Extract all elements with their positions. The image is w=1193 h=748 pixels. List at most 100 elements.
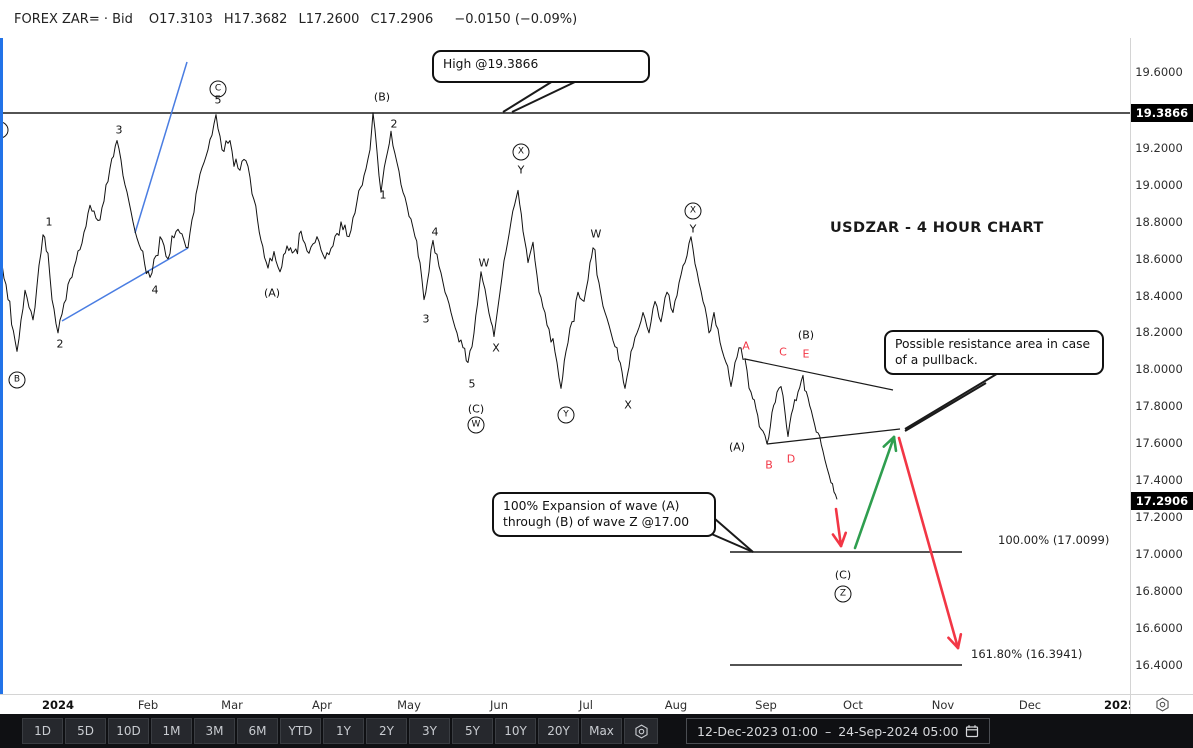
range-button-1y[interactable]: 1Y (323, 718, 364, 744)
wave-label-(A): (A) (263, 286, 281, 300)
circled-wave-label-X: X (512, 143, 530, 161)
range-button-10y[interactable]: 10Y (495, 718, 536, 744)
circled-wave-label-X: X (684, 202, 702, 220)
red-impulse-down (834, 507, 843, 548)
wave-label-3: 3 (422, 312, 430, 326)
range-button-1d[interactable]: 1D (22, 718, 63, 744)
range-button-6m[interactable]: 6M (237, 718, 278, 744)
channel-lower (61, 247, 189, 322)
wave-label-4: 4 (151, 283, 159, 297)
wave-label-1: 1 (379, 188, 387, 202)
range-button-10d[interactable]: 10D (108, 718, 149, 744)
high-callout-tail-2 (511, 80, 578, 113)
time-axis-label-2024: 2024 (41, 698, 75, 712)
axis-settings-corner[interactable] (1130, 695, 1193, 714)
settings-icon (634, 723, 648, 739)
time-axis-label-aug: Aug (664, 698, 688, 712)
wave-label-2: 2 (390, 117, 398, 131)
wave-label-(B): (B) (373, 90, 391, 104)
price-axis-label: 17.6000 (1135, 436, 1183, 450)
wave-label-X: X (624, 398, 632, 412)
price-axis-label: 18.4000 (1135, 289, 1183, 303)
time-axis-label-apr: Apr (312, 698, 332, 712)
green-pullback-up-head (892, 435, 898, 453)
fib-level-label-161: 161.80% (16.3941) (971, 647, 1083, 661)
wave-label-2: 2 (56, 337, 64, 351)
wave-label-Y: Y (517, 163, 525, 177)
wave-label-C: C (779, 345, 787, 359)
time-axis[interactable]: 2024 Feb Mar Apr May Jun Jul Aug Sep Oct Nov Dec 202… (0, 694, 1193, 715)
high-callout-tail-1 (502, 80, 554, 113)
time-axis-label-mar: Mar (221, 698, 243, 712)
circled-wave-label-C: C (209, 80, 227, 98)
wave-label-1: 1 (45, 215, 53, 229)
range-button-20y[interactable]: 20Y (538, 718, 579, 744)
time-axis-label-feb: Feb (137, 698, 159, 712)
wave-label-5: 5 (214, 93, 222, 107)
price-axis-label: 18.0000 (1135, 362, 1183, 376)
range-button-ytd[interactable]: YTD (280, 718, 321, 744)
time-axis-label-nov: Nov (931, 698, 955, 712)
price-axis-label: 19.6000 (1135, 65, 1183, 79)
ohlc-value: L17.2600 (298, 11, 360, 27)
ohlc-value: H17.3682 (223, 11, 288, 27)
wave-label-W: W (590, 227, 602, 241)
time-axis-labels: 2024 Feb Mar Apr May Jun Jul Aug Sep Oct Nov Dec 202… (0, 695, 1130, 715)
price-axis-label: 17.2000 (1135, 510, 1183, 524)
callout-resistance-text: Possible resistance area in case of a pu… (895, 337, 1091, 367)
callout-expansion[interactable]: 100% Expansion of wave (A) through (B) o… (492, 492, 716, 538)
price-axis[interactable]: 19.6000 19.2000 19.0000 18.8000 18.6000 18.40… (1130, 38, 1193, 694)
chart-settings-button[interactable] (624, 718, 658, 744)
chart-title: USDZAR - 4 HOUR CHART (830, 220, 1044, 236)
circled-wave-label-B: B (8, 371, 26, 389)
range-button-max[interactable]: Max (581, 718, 622, 744)
time-axis-label-jul: Jul (579, 698, 593, 712)
axis-settings-icon (1155, 697, 1169, 712)
wave-label-E: E (802, 347, 810, 361)
triangle-upper (744, 358, 894, 391)
calendar-icon (966, 725, 979, 738)
circled-wave-label-Y: Y (557, 406, 575, 424)
green-pullback-up-head (882, 435, 896, 448)
price-badge-last: 17.2906 (1131, 492, 1193, 510)
fib-level-label-100: 100.00% (17.0099) (998, 533, 1110, 547)
circled-wave-label-Z: Z (834, 585, 852, 603)
callout-high[interactable]: High @19.3866 (432, 50, 650, 83)
wave-label-X: X (492, 341, 500, 355)
callout-resistance[interactable]: Possible resistance area in case of a pu… (884, 330, 1104, 376)
wave-label-Y: Y (689, 222, 697, 236)
ohlc-values: O17.3103 H17.3682 L17.2600 C17.2906 (149, 12, 444, 27)
range-button-5y[interactable]: 5Y (452, 718, 493, 744)
time-axis-label-oct: Oct (843, 698, 863, 712)
callout-high-text: High @19.3866 (443, 57, 539, 71)
symbol-legend[interactable]: FOREX ZAR= · Bid (14, 11, 133, 27)
wave-label-A: A (742, 339, 750, 353)
green-pullback-up (853, 435, 896, 550)
wave-label-D: D (786, 452, 796, 466)
range-button-2y[interactable]: 2Y (366, 718, 407, 744)
time-axis-label-may: May (397, 698, 421, 712)
date-range-start: 12-Dec-2023 01:00 (697, 723, 818, 739)
red-impulse-down-head (839, 531, 848, 548)
price-axis-label: 17.0000 (1135, 547, 1183, 561)
range-button-5d[interactable]: 5D (65, 718, 106, 744)
time-axis-label-2025: 2025 (1103, 698, 1130, 712)
price-axis-label: 16.4000 (1135, 658, 1183, 672)
date-range-picker[interactable]: 12-Dec-2023 01:00 – 24-Sep-2024 05:00 (686, 718, 991, 744)
price-axis-label: 19.0000 (1135, 178, 1183, 192)
price-axis-label: 18.8000 (1135, 215, 1183, 229)
price-axis-label: 18.6000 (1135, 252, 1183, 266)
range-button-1m[interactable]: 1M (151, 718, 192, 744)
wave-label-3: 3 (115, 123, 123, 137)
wave-label-(C): (C) (467, 402, 485, 416)
range-button-3m[interactable]: 3M (194, 718, 235, 744)
price-axis-label: 18.2000 (1135, 325, 1183, 339)
wave-label-B: B (765, 458, 773, 472)
price-axis-label: 16.6000 (1135, 621, 1183, 635)
range-button-3y[interactable]: 3Y (409, 718, 450, 744)
price-axis-label: 17.4000 (1135, 473, 1183, 487)
resistance-tail-2 (904, 382, 987, 432)
time-axis-label-dec: Dec (1018, 698, 1042, 712)
